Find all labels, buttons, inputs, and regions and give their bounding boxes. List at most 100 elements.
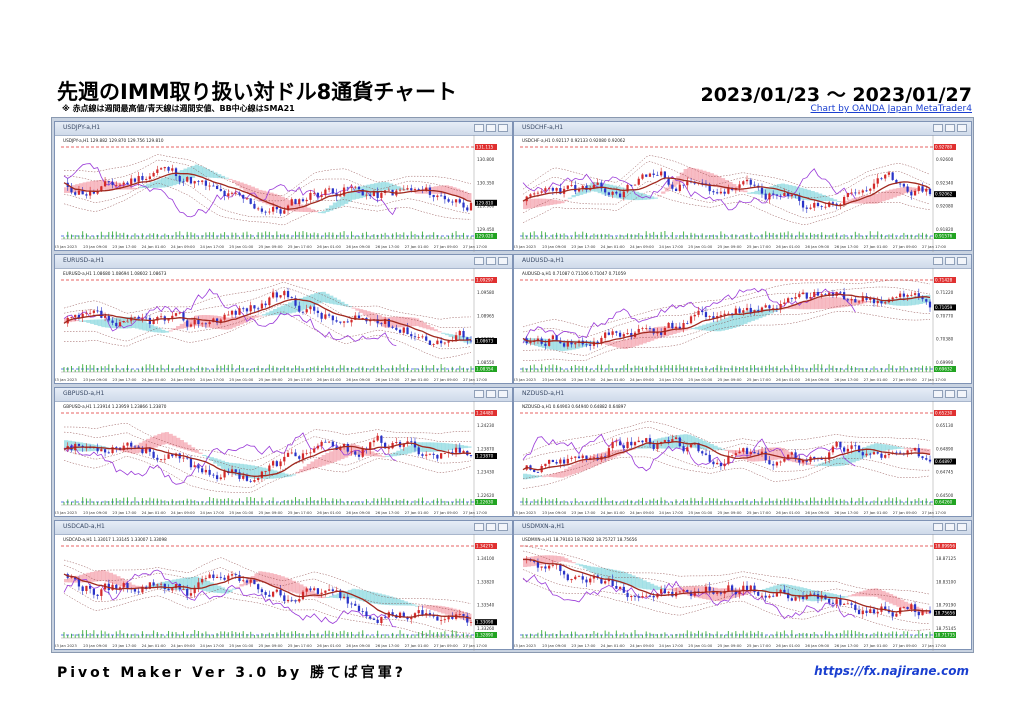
candle	[910, 191, 913, 196]
candle	[305, 588, 308, 592]
minimize-button[interactable]	[933, 257, 943, 265]
candle	[115, 447, 118, 449]
candle	[566, 458, 569, 464]
window-titlebar[interactable]: USDMXN-a,H1	[514, 521, 971, 535]
current-price-badge	[475, 619, 497, 626]
close-button[interactable]	[957, 124, 967, 132]
chart-window-gbpusd[interactable]: GBPUSD-a,H1 GBPUSD-a,H1 1.23914 1.23959 1…	[54, 387, 513, 518]
close-button[interactable]	[957, 390, 967, 398]
time-tick: 25 Jan 17:00	[288, 643, 313, 648]
close-button[interactable]	[957, 257, 967, 265]
restore-button[interactable]	[486, 390, 496, 398]
time-tick: 26 Jan 01:00	[776, 643, 801, 648]
candle	[592, 457, 596, 459]
restore-button[interactable]	[486, 257, 496, 265]
restore-button[interactable]	[945, 257, 955, 265]
restore-button[interactable]	[486, 523, 496, 531]
minimize-button[interactable]	[474, 523, 484, 531]
candle	[331, 441, 334, 447]
candle	[339, 590, 342, 598]
candle	[294, 298, 297, 306]
candle	[738, 184, 741, 188]
close-button[interactable]	[498, 124, 508, 132]
window-titlebar[interactable]: NZDUSD-a,H1	[514, 388, 971, 402]
chart-window-usdmxn[interactable]: USDMXN-a,H1 USDMXN-a,H1 18.79103 18.79282…	[513, 520, 972, 651]
candle	[857, 610, 861, 615]
price-chart[interactable]: USDMXN-a,H1 18.79103 18.79282 18.75727 1…	[514, 534, 971, 651]
candle	[156, 169, 159, 173]
time-tick: 26 Jan 17:00	[375, 643, 400, 648]
window-titlebar[interactable]: EURUSD-a,H1	[55, 255, 512, 269]
chart-window-usdcad[interactable]: USDCAD-a,H1 USDCAD-a,H1 1.33017 1.33145 1…	[54, 520, 513, 651]
candle	[652, 173, 655, 175]
close-button[interactable]	[498, 523, 508, 531]
candle	[861, 190, 864, 193]
candle	[126, 442, 129, 446]
window-titlebar[interactable]: USDCAD-a,H1	[55, 521, 512, 535]
restore-button[interactable]	[945, 390, 955, 398]
candle	[604, 581, 607, 584]
candle	[182, 312, 185, 321]
candle	[779, 303, 782, 310]
candle	[723, 191, 726, 194]
price-chart[interactable]: EURUSD-a,H1 1.08680 1.08694 1.08602 1.08…	[55, 268, 512, 385]
time-tick: 23 Jan 17:00	[571, 510, 596, 515]
chart-window-usdchf[interactable]: USDCHF-a,H1 USDCHF-a,H1 0.92117 0.92133 0…	[513, 121, 972, 252]
candle	[846, 448, 849, 452]
minimize-button[interactable]	[933, 390, 943, 398]
chikou-span	[63, 569, 397, 628]
candle	[223, 470, 226, 478]
credit-link[interactable]: Chart by OANDA Japan MetaTrader4	[810, 104, 972, 114]
minimize-button[interactable]	[474, 257, 484, 265]
candle	[745, 307, 749, 311]
candle	[783, 458, 786, 462]
chart-window-usdjpy[interactable]: USDJPY-a,H1 USDJPY-a,H1 129.882 129.870 1…	[54, 121, 513, 252]
minimize-button[interactable]	[474, 124, 484, 132]
window-titlebar[interactable]: USDCHF-a,H1	[514, 122, 971, 136]
candle	[648, 438, 652, 445]
candle	[742, 181, 745, 185]
candle	[268, 465, 271, 472]
candle	[768, 305, 771, 309]
window-titlebar[interactable]: GBPUSD-a,H1	[55, 388, 512, 402]
price-chart[interactable]: USDCAD-a,H1 1.33017 1.33145 1.33007 1.33…	[55, 534, 512, 651]
bollinger-band	[63, 593, 471, 637]
candle	[331, 315, 334, 321]
restore-button[interactable]	[486, 124, 496, 132]
candle	[432, 344, 435, 345]
candle	[764, 451, 767, 461]
price-chart[interactable]: AUDUSD-a,H1 0.71087 0.71106 0.71047 0.71…	[514, 268, 971, 385]
candle	[753, 452, 756, 454]
close-button[interactable]	[498, 257, 508, 265]
close-button[interactable]	[498, 390, 508, 398]
close-button[interactable]	[957, 523, 967, 531]
footer-url-link[interactable]: https://fx.najirane.com	[814, 664, 969, 678]
candle	[790, 298, 793, 300]
minimize-button[interactable]	[933, 523, 943, 531]
window-titlebar[interactable]: AUDUSD-a,H1	[514, 255, 971, 269]
chart-window-eurusd[interactable]: EURUSD-a,H1 EURUSD-a,H1 1.08680 1.08694 1…	[54, 254, 513, 385]
price-chart[interactable]: NZDUSD-a,H1 0.64903 0.64940 0.64882 0.64…	[514, 401, 971, 518]
restore-button[interactable]	[945, 523, 955, 531]
price-chart[interactable]: USDJPY-a,H1 129.882 129.870 129.756 129.…	[55, 135, 512, 252]
candle	[92, 588, 95, 595]
low-price-label: 1.32890	[476, 633, 494, 638]
price-chart[interactable]: USDCHF-a,H1 0.92117 0.92133 0.92080 0.92…	[514, 135, 971, 252]
chart-window-audusd[interactable]: AUDUSD-a,H1 AUDUSD-a,H1 0.71087 0.71106 0…	[513, 254, 972, 385]
price-tick: 1.24230	[477, 423, 495, 428]
minimize-button[interactable]	[933, 124, 943, 132]
price-tick: 0.91820	[936, 227, 954, 232]
chart-window-nzdusd[interactable]: NZDUSD-a,H1 NZDUSD-a,H1 0.64903 0.64940 0…	[513, 387, 972, 518]
price-chart[interactable]: GBPUSD-a,H1 1.23914 1.23959 1.23866 1.23…	[55, 401, 512, 518]
time-tick: 26 Jan 17:00	[375, 377, 400, 382]
candle	[674, 188, 678, 192]
minimize-button[interactable]	[474, 390, 484, 398]
candle	[682, 446, 685, 452]
candle	[313, 448, 316, 453]
restore-button[interactable]	[945, 124, 955, 132]
candle	[876, 611, 879, 614]
candle	[380, 435, 383, 443]
candle	[320, 441, 323, 446]
high-price-badge	[475, 410, 497, 416]
window-titlebar[interactable]: USDJPY-a,H1	[55, 122, 512, 136]
